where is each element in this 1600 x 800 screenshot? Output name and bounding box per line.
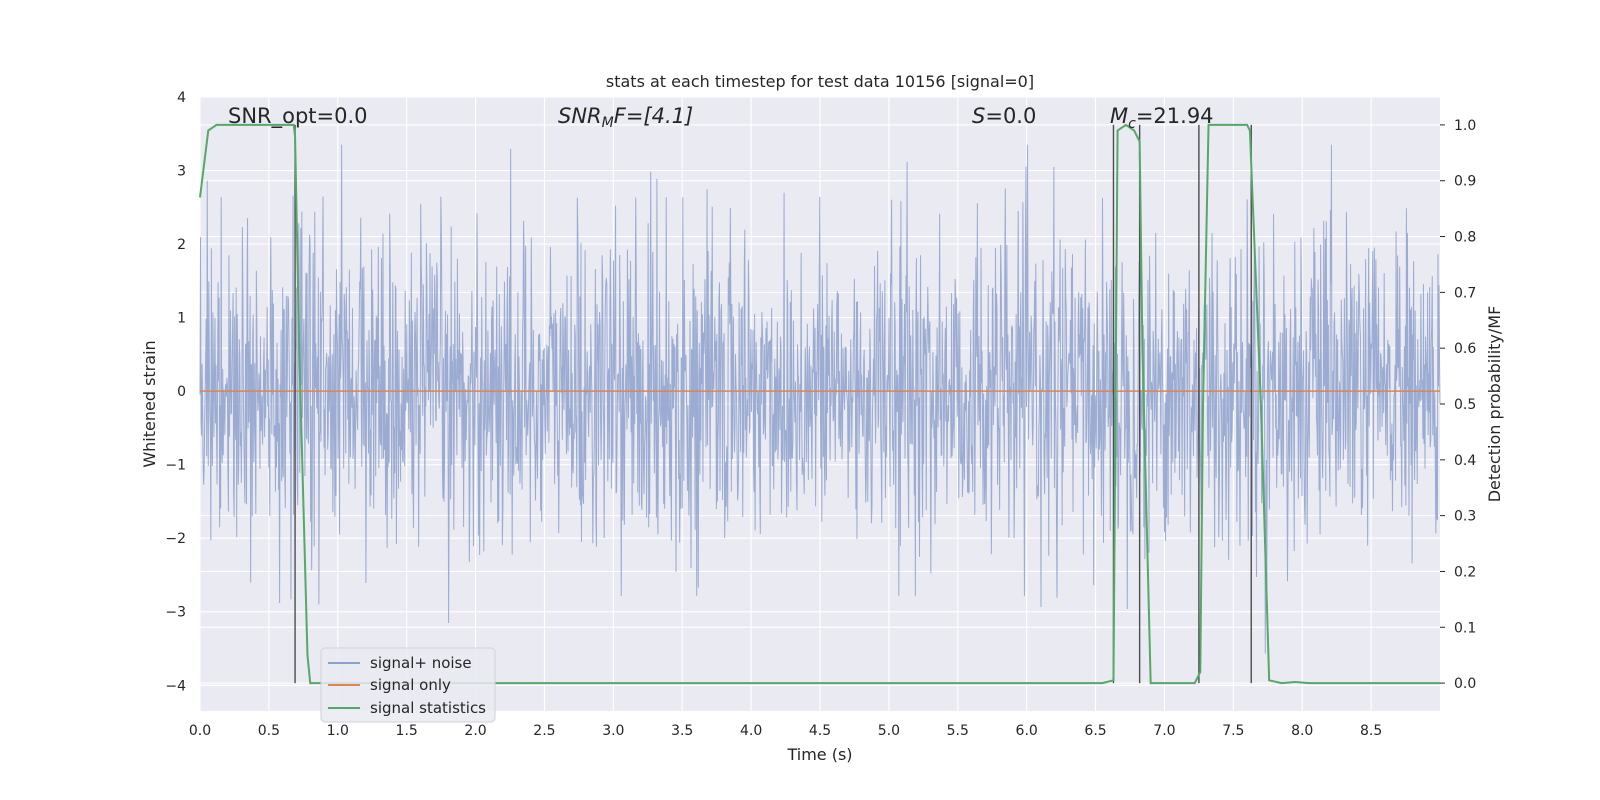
y-tick-label: −3 — [165, 605, 186, 621]
y-tick-label: 2 — [177, 237, 186, 253]
legend: signal+ noise signal only signal statist… — [320, 647, 496, 723]
x-tick-label: 7.0 — [1153, 723, 1175, 739]
y2-axis-label: Detection probability/MF — [1485, 306, 1504, 503]
x-tick-label: 0.0 — [189, 723, 211, 739]
x-tick-label: 7.5 — [1222, 723, 1244, 739]
x-tick-label: 2.0 — [464, 723, 486, 739]
annotation-mc: Mc=21.94 — [1110, 104, 1214, 132]
y-tick-label: 4 — [177, 90, 186, 106]
annotation-s-sym: S — [972, 104, 985, 128]
legend-label-stats: signal statistics — [370, 699, 486, 717]
y-tick-label: −2 — [165, 531, 186, 547]
x-tick-label: 5.0 — [878, 723, 900, 739]
annotation-mc-rest: =21.94 — [1136, 104, 1214, 128]
x-tick-label: 8.0 — [1291, 723, 1313, 739]
chart-title: stats at each timestep for test data 101… — [606, 72, 1034, 91]
x-tick-label: 3.0 — [602, 723, 624, 739]
x-tick-label: 6.0 — [1016, 723, 1038, 739]
stats-line — [199, 123, 1440, 685]
y2-tick-label: 0.2 — [1454, 564, 1476, 580]
x-tick-label: 2.5 — [533, 723, 555, 739]
y2-tick-label: 0.9 — [1454, 174, 1476, 190]
series-signal-noise — [199, 144, 1441, 654]
x-tick-label: 5.5 — [947, 723, 969, 739]
y-tick-label: 1 — [177, 311, 186, 327]
x-tick-label: 3.5 — [671, 723, 693, 739]
x-axis-label: Time (s) — [786, 745, 852, 764]
x-tick-label: 6.5 — [1084, 723, 1106, 739]
y2-tick-label: 0.7 — [1454, 285, 1476, 301]
x-tick-label: 8.5 — [1360, 723, 1382, 739]
annotation-snr-mf-rest-f: F=[4.1] — [614, 104, 693, 128]
annotation-s: S=0.0 — [972, 104, 1036, 128]
y2-tick-label: 0.6 — [1454, 341, 1476, 357]
x-tick-label: 1.0 — [327, 723, 349, 739]
annotation-s-rest: =0.0 — [985, 104, 1036, 128]
y2-tick-label: 0.3 — [1454, 509, 1476, 525]
y2-tick-label: 0.1 — [1454, 620, 1476, 636]
x-axis-ticks: 0.0 0.5 1.0 1.5 2.0 2.5 3.0 3.5 4.0 4.5 5.0 5.5 6.0 6… — [189, 723, 1382, 739]
y-axis-ticks: 4 3 2 1 0 −1 −2 −3 −4 — [165, 90, 186, 694]
y-tick-label: 0 — [177, 384, 186, 400]
x-tick-label: 1.5 — [396, 723, 418, 739]
y2-tick-label: 0.4 — [1454, 453, 1476, 469]
annotation-snr-mf: SNRMF=[4.1] — [558, 104, 693, 131]
series-signal-statistics — [199, 123, 1440, 685]
y2-tick-label: 0.8 — [1454, 230, 1476, 246]
annotation-mc-sym: M — [1110, 104, 1128, 128]
annotation-mc-sub: c — [1128, 116, 1136, 132]
legend-label-signal: signal only — [370, 676, 451, 694]
y2-tick-label: 0.5 — [1454, 397, 1476, 413]
annotation-snr-mf-sub: M — [602, 115, 614, 131]
x-tick-label: 4.0 — [740, 723, 762, 739]
x-tick-label: 4.5 — [809, 723, 831, 739]
y2-tick-label: 0.0 — [1454, 676, 1476, 692]
legend-box — [320, 647, 496, 723]
x-tick-label: 0.5 — [258, 723, 280, 739]
annotation-snr-mf-base: SNR — [558, 104, 602, 128]
y-tick-label: −1 — [165, 458, 186, 474]
noise-line — [199, 144, 1441, 654]
y-tick-label: 3 — [177, 164, 186, 180]
annotation-snr-opt: SNR_opt=0.0 — [228, 104, 368, 129]
y2-axis-ticks: 1.0 0.9 0.8 0.7 0.6 0.5 0.4 0.3 0.2 0.1 0.0 — [1440, 118, 1476, 692]
y2-tick-label: 1.0 — [1454, 118, 1476, 134]
y-tick-label: −4 — [165, 678, 186, 694]
y-axis-label: Whitened strain — [140, 340, 159, 467]
legend-label-noise: signal+ noise — [370, 654, 472, 672]
